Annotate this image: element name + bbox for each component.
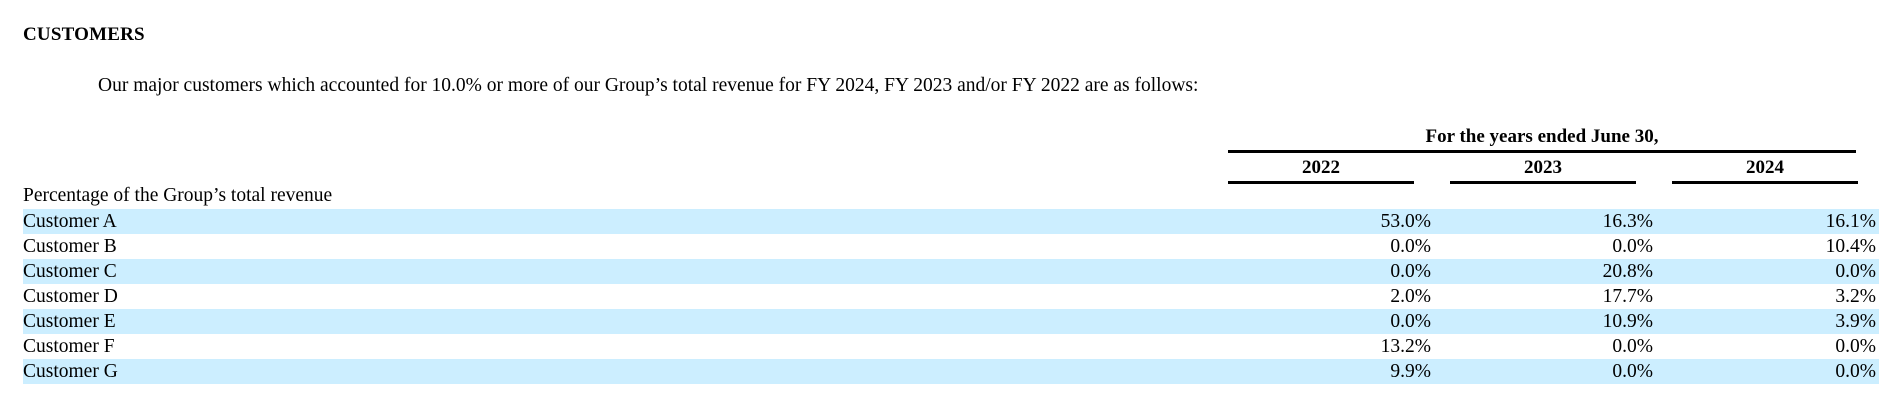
value-2023: 0.0%: [1612, 236, 1653, 257]
value-2022: 0.0%: [1390, 236, 1431, 257]
table-row: Customer G 9.9% 0.0% 0.0%: [23, 359, 1879, 384]
table-row: Customer C 0.0% 20.8% 0.0%: [23, 259, 1879, 284]
value-2024: 3.2%: [1835, 286, 1876, 307]
value-2023: 20.8%: [1602, 261, 1653, 282]
value-2022: 53.0%: [1380, 211, 1431, 232]
year-header-2024: 2024: [1672, 157, 1858, 184]
period-header: For the years ended June 30,: [1228, 126, 1856, 153]
value-2023: 17.7%: [1602, 286, 1653, 307]
value-2023: 16.3%: [1602, 211, 1653, 232]
customer-label: Customer D: [23, 286, 118, 307]
value-2022: 9.9%: [1390, 361, 1431, 382]
customer-label: Customer B: [23, 236, 117, 257]
intro-paragraph: Our major customers which accounted for …: [98, 75, 1199, 96]
customer-label: Customer G: [23, 361, 118, 382]
table-row: Customer A 53.0% 16.3% 16.1%: [23, 209, 1879, 234]
table-row: Customer E 0.0% 10.9% 3.9%: [23, 309, 1879, 334]
value-2024: 3.9%: [1835, 311, 1876, 332]
table-row-title: Percentage of the Group’s total revenue: [23, 185, 333, 206]
value-2023: 0.0%: [1612, 336, 1653, 357]
customer-revenue-table: Customer A 53.0% 16.3% 16.1% Customer B …: [23, 209, 1879, 384]
value-2022: 13.2%: [1380, 336, 1431, 357]
table-row: Customer D 2.0% 17.7% 3.2%: [23, 284, 1879, 309]
value-2024: 16.1%: [1825, 211, 1876, 232]
value-2022: 0.0%: [1390, 311, 1431, 332]
year-header-2023: 2023: [1450, 157, 1636, 184]
value-2023: 0.0%: [1612, 361, 1653, 382]
value-2024: 0.0%: [1835, 261, 1876, 282]
customer-label: Customer C: [23, 261, 117, 282]
table-row: Customer B 0.0% 0.0% 10.4%: [23, 234, 1879, 259]
year-header-2022: 2022: [1228, 157, 1414, 184]
section-heading: CUSTOMERS: [23, 24, 145, 45]
value-2024: 10.4%: [1825, 236, 1876, 257]
table-row: Customer F 13.2% 0.0% 0.0%: [23, 334, 1879, 359]
value-2024: 0.0%: [1835, 336, 1876, 357]
customer-label: Customer F: [23, 336, 115, 357]
value-2022: 0.0%: [1390, 261, 1431, 282]
value-2024: 0.0%: [1835, 361, 1876, 382]
value-2023: 10.9%: [1602, 311, 1653, 332]
customer-label: Customer E: [23, 311, 116, 332]
value-2022: 2.0%: [1390, 286, 1431, 307]
customer-label: Customer A: [23, 211, 117, 232]
